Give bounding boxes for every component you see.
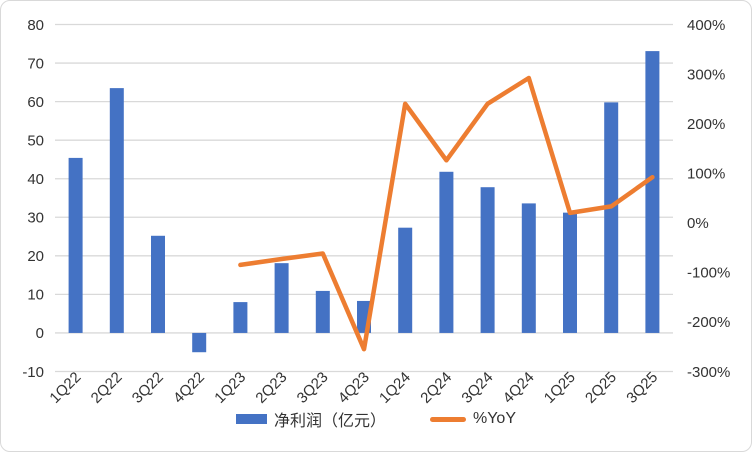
left-axis-tick-label: 10 [27, 287, 44, 304]
legend-label-yoy: %YoY [473, 410, 516, 427]
bar-4Q22 [192, 332, 207, 353]
bar-1Q25 [563, 212, 577, 333]
right-axis-tick-label: -300% [687, 364, 730, 381]
bar-4Q24 [521, 203, 536, 333]
legend: 净利润（亿元） %YoY [1, 407, 751, 431]
left-axis-tick-label: 80 [27, 17, 44, 34]
left-axis-tick-label: 0 [36, 325, 44, 342]
bar-2Q25 [604, 102, 619, 333]
x-axis-tick-label: 3Q24 [458, 369, 496, 407]
x-axis-tick-label: 1Q22 [46, 369, 84, 407]
bar-2Q22 [109, 88, 124, 333]
x-axis-tick-label: 4Q23 [335, 369, 373, 407]
line-series-swatch [430, 416, 466, 422]
x-axis-tick-label: 3Q23 [294, 369, 332, 407]
legend-item-net-profit: 净利润（亿元） [235, 407, 386, 431]
left-axis-tick-label: 50 [27, 132, 44, 149]
left-axis-tick-label: 60 [27, 94, 44, 111]
yoy-line [238, 75, 655, 352]
x-axis-tick-label: 2Q23 [252, 369, 290, 407]
bar-series-swatch [235, 414, 267, 424]
bar-1Q24 [398, 227, 413, 333]
x-axis-tick-label: 2Q24 [417, 369, 455, 407]
bar-2Q24 [439, 171, 454, 333]
left-axis: 80 70 60 50 40 30 20 10 0 -10 [22, 17, 44, 381]
x-axis-tick-label: 3Q22 [129, 369, 167, 407]
left-axis-tick-label: 20 [27, 248, 44, 265]
legend-item-yoy: %YoY [430, 410, 516, 428]
bar-3Q25 [645, 51, 660, 333]
right-axis-tick-label: -200% [687, 314, 730, 331]
x-axis-tick-label: 2Q22 [88, 369, 126, 407]
x-axis-tick-label: 2Q25 [582, 369, 620, 407]
bar-3Q22 [151, 235, 165, 333]
left-axis-tick-label: 40 [27, 171, 44, 188]
right-axis-tick-label: -100% [687, 265, 730, 282]
x-axis-tick-label: 4Q22 [170, 369, 208, 407]
right-axis-tick-label: 200% [687, 116, 725, 133]
x-axis-tick-label: 3Q25 [623, 369, 661, 407]
bar-1Q23 [233, 302, 248, 333]
bar-series [68, 51, 660, 353]
legend-label-net-profit: 净利润（亿元） [273, 413, 386, 430]
left-axis-tick-label: 30 [27, 210, 44, 227]
x-axis-tick-label: 1Q24 [376, 369, 414, 407]
right-axis-tick-label: 0% [687, 215, 709, 232]
x-axis-tick-label: 1Q23 [211, 369, 249, 407]
left-axis-tick-label: -10 [22, 364, 44, 381]
x-axis-tick-label: 1Q25 [541, 369, 579, 407]
right-axis: 400% 300% 200% 100% 0% -100% -200% -300% [687, 17, 730, 381]
x-axis: 1Q22 2Q22 3Q22 4Q22 1Q23 2Q23 3Q23 4Q23 1Q24 2Q24… [46, 369, 661, 407]
bar-3Q24 [480, 187, 495, 333]
bar-1Q22 [68, 157, 83, 333]
right-axis-tick-label: 400% [687, 17, 725, 34]
right-axis-tick-label: 300% [687, 66, 725, 83]
right-axis-tick-label: 100% [687, 165, 725, 182]
left-axis-tick-label: 70 [27, 55, 44, 72]
bar-2Q23 [274, 263, 289, 333]
bar-3Q23 [315, 290, 330, 333]
x-axis-tick-label: 4Q24 [500, 369, 538, 407]
